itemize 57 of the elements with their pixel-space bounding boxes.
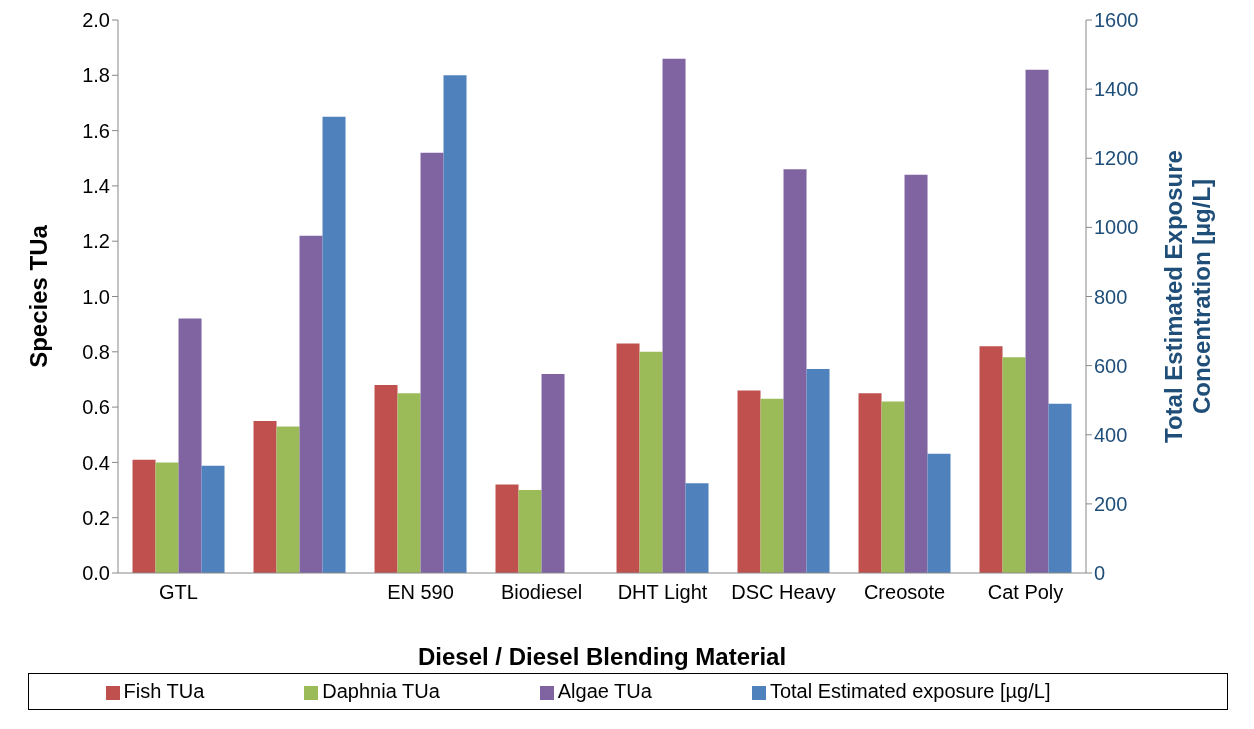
- y-axis-title: Species TUa: [24, 224, 52, 368]
- bar: [639, 351, 663, 573]
- x-tick-label: GTL: [159, 581, 198, 603]
- y2-tick-label: 1200: [1094, 147, 1139, 170]
- y2-tick-label: 1600: [1094, 9, 1139, 32]
- bar: [858, 393, 882, 573]
- bar: [685, 483, 709, 573]
- bar: [276, 426, 300, 573]
- bar: [178, 318, 202, 573]
- bar: [374, 384, 398, 573]
- legend-label: Daphnia TUa: [322, 680, 440, 702]
- y2-tick-label: 200: [1094, 492, 1128, 515]
- y-tick-label: 0.4: [82, 451, 110, 474]
- x-tick-label: DSC Heavy: [731, 581, 836, 603]
- x-axis-title: Diesel / Diesel Blending Material: [417, 643, 787, 670]
- bar: [904, 174, 928, 573]
- y-tick-label: 2.0: [82, 9, 110, 32]
- bar: [397, 393, 421, 573]
- bar: [979, 346, 1003, 573]
- legend-label: Algae TUa: [557, 680, 652, 702]
- x-tick-label: DHT Light: [617, 581, 708, 603]
- bar: [1002, 357, 1026, 573]
- y-tick-label: 0.6: [82, 396, 110, 419]
- y2-tick-label: 0: [1094, 562, 1106, 585]
- x-tick-label: Cat Poly: [987, 581, 1064, 603]
- y2-tick-label: 800: [1094, 285, 1128, 308]
- bar: [1025, 69, 1049, 573]
- x-tick-label: Creosote: [863, 581, 946, 603]
- y-tick-label: 1.6: [82, 119, 110, 142]
- bar: [760, 398, 784, 573]
- y-tick-label: 0.8: [82, 340, 110, 363]
- bar: [253, 420, 277, 573]
- y2-tick-label: 400: [1094, 423, 1128, 446]
- bar: [155, 462, 179, 573]
- y-tick-label: 1.2: [82, 230, 110, 253]
- bar: [927, 453, 951, 573]
- bar: [495, 484, 519, 573]
- y2-tick-label: 1400: [1094, 78, 1139, 101]
- bar: [616, 343, 640, 573]
- y2-axis-title: Total Estimated Exposure Concentration [µg/L]: [1160, 150, 1215, 443]
- bar: [881, 401, 905, 573]
- bar: [662, 58, 686, 573]
- x-tick-label: EN 590: [387, 581, 454, 603]
- y-tick-label: 0.0: [82, 562, 110, 585]
- y2-tick-label: 1000: [1094, 216, 1139, 239]
- bar: [737, 390, 761, 573]
- y-tick-label: 1.8: [82, 64, 110, 87]
- bar: [541, 373, 565, 573]
- legend-label: Total Estimated exposure [µg/L]: [769, 680, 1051, 702]
- y2-tick-label: 600: [1094, 354, 1128, 377]
- legend-label: Fish TUa: [123, 680, 205, 702]
- x-tick-label: Biodiesel: [500, 581, 583, 603]
- bar: [518, 490, 542, 573]
- y-tick-label: 0.2: [82, 506, 110, 529]
- bar: [132, 459, 156, 573]
- y-tick-label: 1.0: [82, 285, 110, 308]
- y-tick-label: 1.4: [82, 175, 110, 197]
